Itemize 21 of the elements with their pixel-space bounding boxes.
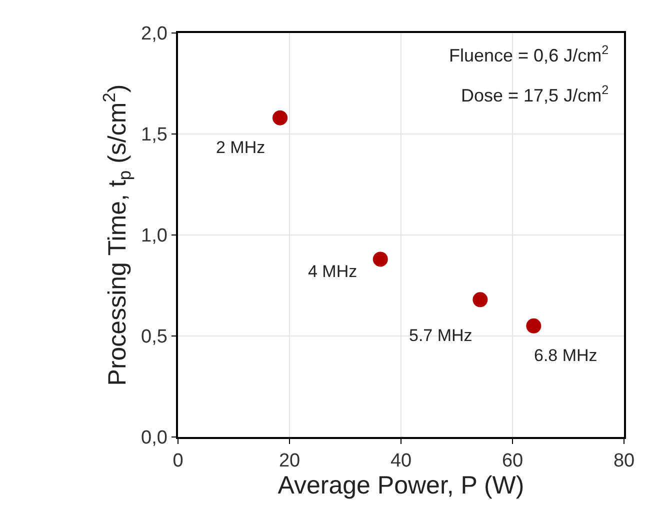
y-tick-label: 2,0 — [141, 24, 168, 45]
x-tick-label: 20 — [278, 450, 300, 472]
annotation: 6.8 MHz — [534, 346, 598, 365]
y-tick-label: 0,5 — [141, 326, 168, 348]
point — [272, 110, 288, 126]
y-tick-label: 0,0 — [141, 428, 168, 449]
annotation: 4 MHz — [308, 262, 358, 281]
x-axis-title: Average Power, P (W) — [278, 472, 524, 500]
x-tick-label: 0 — [172, 450, 184, 472]
annotation: 2 MHz — [216, 138, 266, 157]
x-tick-label: 60 — [502, 450, 524, 472]
point — [472, 292, 488, 308]
annotation: Dose = 17,5 J/cm$^{2}$ — [461, 83, 609, 106]
y-tick-label: 1,0 — [141, 226, 168, 247]
y-tick-label: 1,5 — [141, 124, 168, 146]
point — [372, 252, 388, 267]
x-tick-label: 80 — [613, 450, 635, 472]
x-tick-label: 40 — [390, 450, 412, 472]
annotation: 5.7 MHz — [409, 326, 472, 345]
annotation: Fluence = 0,6 J/cm$^{2}$ — [449, 43, 609, 66]
point — [526, 318, 542, 334]
